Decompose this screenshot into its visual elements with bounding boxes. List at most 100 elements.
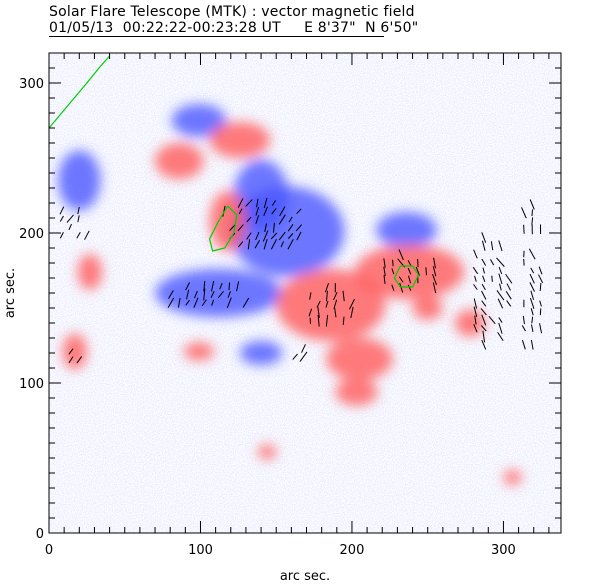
x-axis-label: arc sec. — [280, 569, 330, 584]
field-vector — [498, 266, 503, 275]
field-vector — [308, 308, 313, 317]
contour-line — [49, 55, 111, 129]
field-vector — [77, 206, 80, 215]
field-vector — [238, 208, 243, 215]
field-vector — [433, 257, 436, 269]
field-vector — [77, 215, 80, 223]
field-vector — [287, 239, 294, 250]
field-vector — [270, 232, 278, 240]
field-vector — [236, 281, 240, 292]
chart-subtitle: 01/05/13 00:22:22-00:23:28 UT E 8'37" N … — [49, 20, 419, 36]
x-tick-label: 100 — [188, 543, 213, 558]
field-vector — [531, 209, 533, 217]
field-vector — [270, 239, 277, 250]
field-vector — [325, 290, 328, 302]
field-vector — [271, 208, 277, 215]
field-vector — [210, 281, 215, 292]
field-vector — [227, 291, 231, 298]
positive-field-region — [335, 378, 378, 406]
field-vector — [506, 300, 512, 307]
field-vector — [482, 330, 486, 343]
negative-field-region — [58, 150, 101, 211]
field-vector — [324, 283, 329, 293]
field-vector — [498, 273, 503, 285]
field-vector — [499, 283, 502, 291]
field-vector — [68, 348, 74, 355]
field-vector — [76, 231, 81, 239]
field-vector — [203, 280, 206, 292]
field-vector — [325, 314, 329, 327]
field-vector — [217, 291, 224, 298]
field-vector — [472, 266, 479, 275]
field-vector — [167, 297, 175, 308]
field-vector — [287, 233, 294, 239]
field-vector — [432, 282, 437, 294]
field-vector — [317, 307, 320, 318]
field-vector — [505, 273, 513, 284]
positive-field-region — [412, 296, 443, 320]
field-vector — [498, 317, 503, 323]
field-vector — [342, 316, 345, 325]
field-vector — [496, 257, 505, 267]
field-vector — [481, 232, 487, 243]
field-vector — [59, 232, 64, 239]
negative-field-region — [155, 269, 283, 317]
field-vector — [246, 232, 252, 240]
field-vector — [481, 300, 487, 307]
positive-field-region — [258, 444, 277, 460]
field-vector — [228, 282, 231, 291]
field-vector — [530, 267, 535, 274]
negative-field-region — [171, 104, 227, 137]
field-vector — [219, 283, 223, 290]
field-vector — [177, 297, 181, 308]
field-vector — [528, 248, 536, 260]
field-vector — [254, 239, 261, 249]
field-vector — [255, 206, 260, 216]
field-vector — [529, 199, 535, 210]
field-vector — [522, 315, 525, 325]
negative-field-region — [239, 341, 283, 365]
field-vector — [59, 206, 65, 215]
field-vector — [309, 292, 312, 300]
negative-field-region — [376, 212, 437, 248]
field-vector — [295, 224, 303, 232]
field-vector — [271, 200, 277, 206]
field-vector — [530, 308, 534, 316]
field-vector — [333, 292, 338, 300]
field-vector — [432, 274, 437, 285]
field-vector — [263, 197, 268, 209]
field-vector — [539, 300, 542, 307]
field-vector — [84, 230, 90, 240]
field-vector — [333, 299, 338, 309]
field-vector — [263, 206, 268, 217]
field-vector — [415, 266, 420, 276]
field-vector — [505, 291, 512, 300]
positive-field-region — [62, 333, 87, 370]
field-vector — [256, 198, 259, 208]
field-vector — [287, 224, 294, 232]
x-tick-label: 300 — [491, 543, 516, 558]
field-vector — [316, 300, 321, 308]
field-vector — [529, 298, 535, 309]
field-vector — [299, 351, 308, 362]
field-vector — [278, 231, 286, 241]
positive-field-region — [276, 269, 386, 341]
field-vector — [531, 316, 534, 324]
field-vector — [538, 266, 543, 275]
field-vector — [391, 268, 395, 275]
x-tick-label: 200 — [340, 543, 365, 558]
field-vector — [539, 283, 542, 291]
field-vector — [226, 297, 232, 309]
y-tick-label: 300 — [19, 77, 44, 92]
field-vector — [350, 306, 354, 319]
field-vector — [185, 282, 191, 291]
field-vector — [474, 315, 477, 325]
field-vector — [530, 324, 534, 333]
positive-field-region — [209, 122, 271, 158]
field-vector — [481, 339, 487, 350]
field-vector — [168, 290, 174, 299]
y-tick-label: 0 — [36, 527, 44, 542]
field-vector — [296, 208, 302, 215]
positive-field-region — [209, 191, 246, 251]
